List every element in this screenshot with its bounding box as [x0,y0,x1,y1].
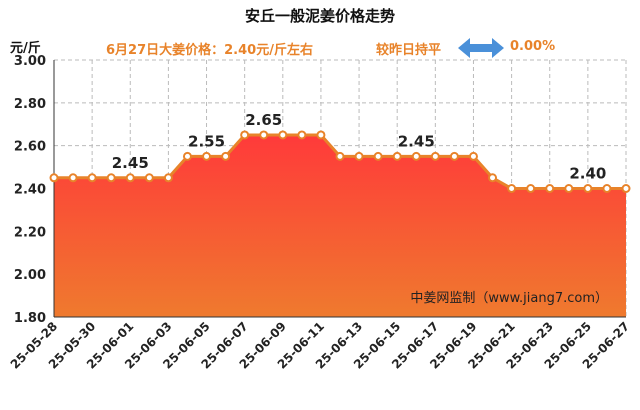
data-point [106,173,116,183]
data-point [221,151,231,161]
chart-title: 安丘一般泥姜价格走势 [244,7,395,25]
data-label: 2.45 [112,154,149,172]
data-label: 2.55 [188,132,225,150]
data-point [125,173,135,183]
y-tick-label: 2.20 [14,225,46,240]
data-point [68,173,78,183]
data-point [507,184,517,193]
x-tick-labels: 25-05-2825-05-3025-06-0125-06-0325-06-05… [8,319,632,371]
data-label: 2.65 [245,111,282,129]
y-tick-label: 2.80 [14,97,46,112]
data-label: 2.45 [398,132,435,150]
data-point [526,184,536,193]
data-point [354,151,364,161]
y-tick-label: 3.00 [14,54,46,69]
compare-label: 较昨日持平 [376,43,442,58]
data-point [278,130,288,140]
data-point [182,151,192,161]
y-tick-labels: 1.80 2.00 2.20 2.40 2.60 2.80 3.00 [14,54,46,326]
data-point [87,173,97,183]
data-point [297,130,307,140]
data-point [411,151,421,161]
data-point [545,184,555,193]
data-points [49,130,631,193]
data-labels: 2.45 2.55 2.65 2.45 2.40 [112,111,607,183]
data-label: 2.40 [569,165,606,183]
price-area-fill [54,134,626,317]
double-arrow-icon [458,38,504,58]
data-point [373,151,383,161]
axes [53,60,626,318]
data-point [430,151,440,161]
data-point [488,173,498,183]
data-point [392,151,402,161]
y-tick-label: 2.60 [14,140,46,155]
data-point [564,184,574,193]
current-price-text: 6月27日大姜价格：2.40元/斤左右 [106,43,313,58]
data-point [468,151,478,161]
data-point [449,151,459,161]
data-point [583,184,593,193]
data-point [335,151,345,161]
data-point [602,184,612,193]
data-point [621,184,631,193]
watermark: 中姜网监制（www.jiang7.com） [410,291,608,306]
data-point [49,173,59,183]
y-tick-label: 1.80 [14,311,46,326]
y-tick-label: 2.00 [14,268,46,283]
price-summary-row: 6月27日大姜价格：2.40元/斤左右 较昨日持平 0.00% [0,37,640,59]
data-point [163,173,173,183]
y-tick-label: 2.40 [14,183,46,198]
data-point [202,151,212,161]
data-point [240,130,250,140]
data-point [316,130,326,140]
y-axis-unit: 元/斤 [10,41,41,56]
change-percent: 0.00% [510,39,556,54]
data-point [259,130,269,140]
data-point [144,173,154,183]
